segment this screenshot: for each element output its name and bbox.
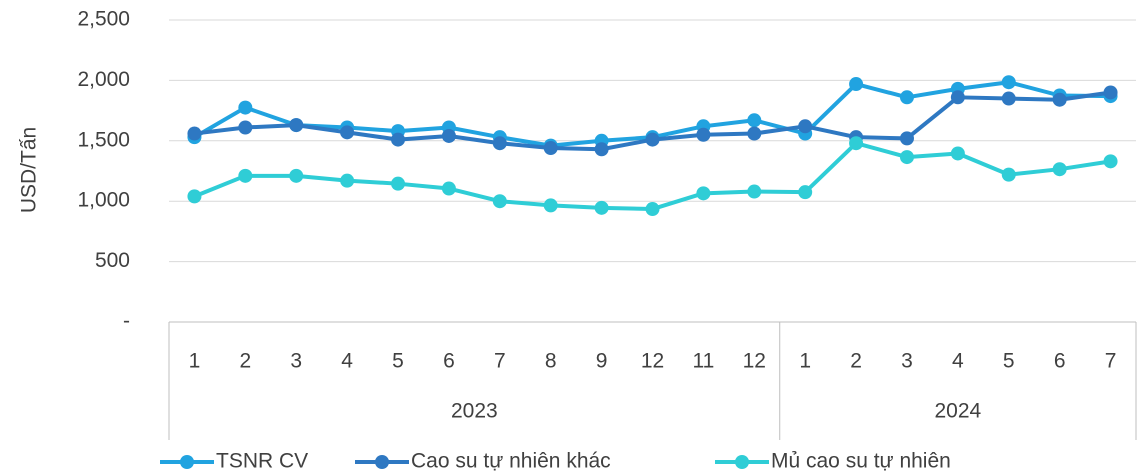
y-tick-label: 2,000 [77, 68, 130, 91]
legend-label: Mủ cao su tự nhiên [771, 450, 951, 473]
data-point [543, 198, 558, 213]
data-point [543, 141, 558, 156]
data-point [289, 168, 304, 183]
x-tick-label: 4 [952, 350, 964, 373]
data-point [492, 194, 507, 209]
y-tick-label: 500 [95, 249, 130, 272]
data-point [1001, 75, 1016, 90]
data-point [899, 131, 914, 146]
y-tick-label: 1,500 [77, 128, 130, 151]
x-tick-label: 6 [1054, 350, 1066, 373]
legend-marker [375, 455, 389, 469]
data-point [1001, 91, 1016, 106]
x-tick-label: 7 [1105, 350, 1117, 373]
data-point [441, 181, 456, 196]
y-tick-label: 1,000 [77, 189, 130, 212]
legend-marker [180, 455, 194, 469]
data-point [747, 113, 762, 128]
x-tick-label: 1 [189, 350, 201, 373]
x-tick-label: 7 [494, 350, 506, 373]
data-point [798, 119, 813, 134]
x-tick-label: 3 [290, 350, 302, 373]
x-tick-label: 4 [341, 350, 353, 373]
data-point [849, 136, 864, 151]
data-point [950, 90, 965, 105]
data-point [594, 200, 609, 215]
data-point [594, 142, 609, 157]
legend-marker [735, 455, 749, 469]
data-point [391, 132, 406, 147]
x-tick-label: 12 [743, 350, 766, 373]
data-point [238, 168, 253, 183]
data-point [1103, 154, 1118, 169]
data-point [391, 176, 406, 191]
y-tick-label: - [123, 310, 130, 333]
x-tick-label: 8 [545, 350, 557, 373]
data-point [492, 136, 507, 151]
legend-label: Cao su tự nhiên khác [411, 450, 611, 473]
data-point [238, 120, 253, 135]
data-point [899, 150, 914, 165]
data-point [747, 126, 762, 141]
data-point [238, 100, 253, 115]
data-point [340, 173, 355, 188]
x-group-label: 2023 [451, 400, 498, 423]
x-tick-label: 9 [596, 350, 608, 373]
data-point [1103, 85, 1118, 100]
data-point [340, 125, 355, 140]
x-tick-label: 11 [692, 350, 714, 373]
data-point [950, 146, 965, 161]
data-point [1052, 92, 1067, 107]
data-point [645, 202, 660, 217]
y-axis-label: USD/Tấn [18, 127, 41, 213]
legend-label: TSNR CV [216, 450, 308, 473]
data-point [1001, 167, 1016, 182]
y-tick-label: 2,500 [77, 8, 130, 31]
data-point [187, 126, 202, 141]
data-point [289, 118, 304, 133]
x-tick-label: 5 [392, 350, 404, 373]
x-group-label: 2024 [935, 400, 982, 423]
x-tick-label: 6 [443, 350, 455, 373]
x-tick-label: 3 [901, 350, 913, 373]
data-point [747, 184, 762, 199]
x-tick-label: 2 [850, 350, 862, 373]
x-tick-label: 1 [799, 350, 811, 373]
series-line [193, 141, 1111, 212]
data-point [1052, 162, 1067, 177]
data-point [645, 132, 660, 147]
data-point [441, 128, 456, 143]
x-tick-label: 2 [239, 350, 251, 373]
data-point [187, 189, 202, 204]
data-point [798, 185, 813, 200]
x-tick-label: 5 [1003, 350, 1015, 373]
data-point [899, 90, 914, 105]
x-tick-label: 12 [641, 350, 664, 373]
data-point [696, 127, 711, 142]
data-point [696, 186, 711, 201]
data-point [849, 77, 864, 92]
